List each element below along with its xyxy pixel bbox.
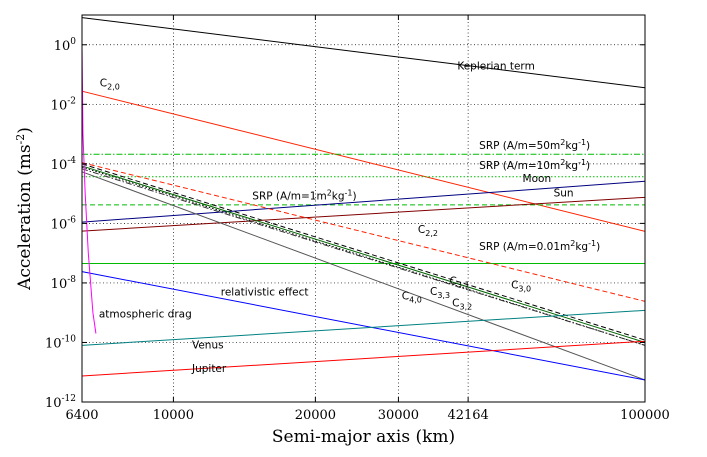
grid — [82, 15, 645, 402]
series-keplerian — [81, 17, 646, 89]
x-tick-label: 10000 — [153, 408, 194, 423]
y-tick-label: 10-10 — [45, 334, 76, 351]
series-c33 — [81, 166, 646, 346]
series-c22 — [81, 162, 646, 302]
x-tick-label: 6400 — [65, 408, 98, 423]
ann-jupiter: Jupiter — [191, 363, 227, 375]
plot-frame — [81, 14, 646, 403]
series-moon — [81, 180, 646, 223]
ann-c33: C3,3 — [430, 286, 450, 300]
series-c40 — [81, 171, 646, 381]
ann-c32: C3,2 — [452, 298, 472, 312]
series-jupiter — [81, 340, 646, 377]
ann-c22: C2,2 — [418, 224, 438, 238]
y-tick-label: 10-4 — [51, 156, 77, 173]
y-tick-label: 100 — [54, 37, 77, 54]
ann-c30: C3,0 — [511, 279, 531, 293]
series-relativistic — [81, 271, 646, 381]
annotations: Keplerian term C2,0 SRP (A/m=50m2kg-1) SRP … — [99, 60, 600, 375]
series-c20 — [81, 90, 646, 232]
series-sun — [81, 196, 646, 232]
x-axis-title: Semi-major axis (km) — [272, 427, 455, 447]
ann-srp001: SRP (A/m=0.01m2kg-1) — [479, 239, 600, 253]
ann-sun: Sun — [554, 188, 574, 200]
ann-srp1: SRP (A/m=1m2kg-1) — [252, 189, 356, 203]
series-c30 — [81, 163, 646, 341]
ann-c31: C3,1 — [450, 275, 470, 289]
series-c31 — [81, 165, 646, 343]
x-tick-label: 42164 — [447, 408, 488, 423]
y-tick-label: 10-12 — [45, 394, 76, 411]
y-axis-title: Acceleration (ms-2) — [14, 127, 35, 291]
ann-c20: C2,0 — [100, 77, 120, 91]
y-tick-label: 10-2 — [51, 96, 76, 113]
ann-venus: Venus — [192, 340, 224, 352]
ann-relativistic: relativistic effect — [221, 286, 309, 298]
x-tick-label: 100000 — [620, 408, 670, 423]
ann-keplerian: Keplerian term — [457, 60, 534, 72]
x-tick-label: 20000 — [295, 408, 336, 423]
ann-srp50: SRP (A/m=50m2kg-1) — [479, 138, 590, 152]
series-layer — [81, 17, 646, 381]
y-tick-label: 10-8 — [51, 275, 77, 292]
ann-c40: C4,0 — [402, 290, 422, 304]
ann-srp10: SRP (A/m=10m2kg-1) — [479, 158, 590, 172]
x-tick-label: 30000 — [378, 408, 419, 423]
series-atmospheric_drag — [81, 44, 97, 334]
ann-moon: Moon — [523, 173, 552, 185]
y-tick-label: 10-6 — [51, 215, 77, 232]
ann-drag: atmospheric drag — [99, 308, 192, 320]
series-venus — [81, 309, 646, 346]
ticks: 6400 10000 20000 30000 42164 100000 100 10-2 10-… — [45, 15, 670, 423]
